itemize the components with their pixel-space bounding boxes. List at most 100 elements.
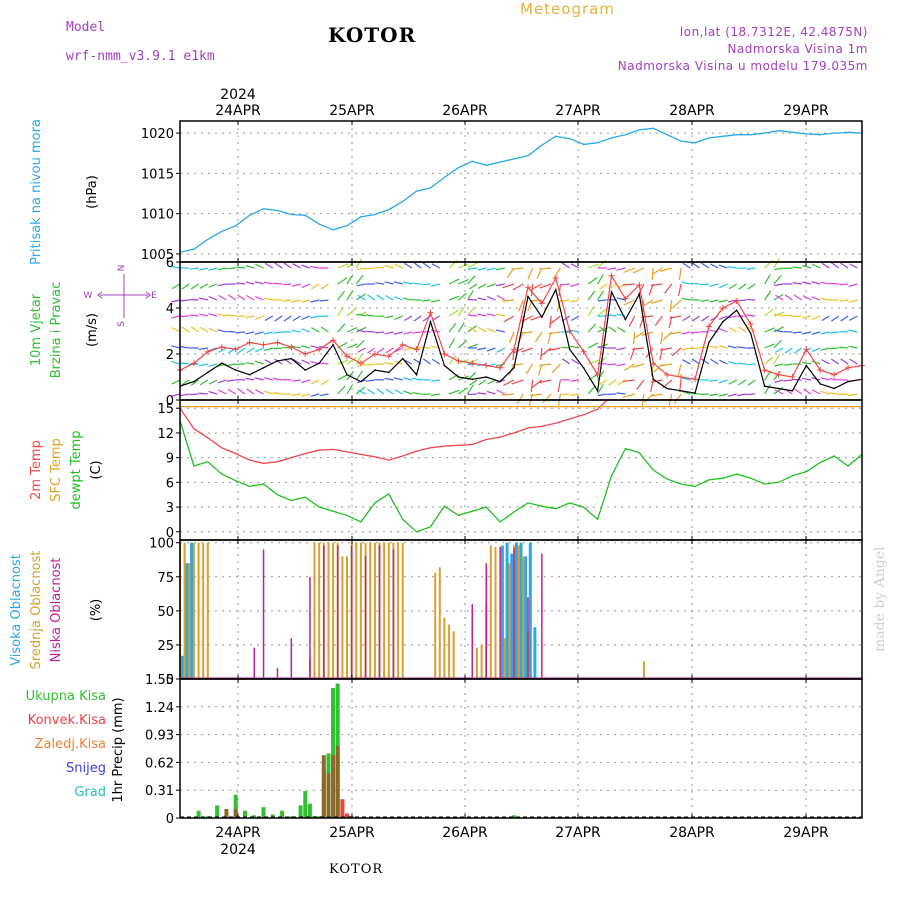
dewpt-temp-point	[471, 510, 473, 512]
srednja-oblacnost-bar	[480, 644, 483, 679]
wind-arrow	[226, 379, 236, 382]
wind-arrow	[346, 326, 358, 333]
wind-arrow	[773, 339, 782, 349]
wind-arrow	[282, 283, 292, 286]
wind-arrow	[773, 258, 780, 269]
wind-gust-marker	[580, 348, 587, 355]
y-tick-label: 6	[166, 476, 174, 491]
wind-arrow	[521, 347, 533, 353]
wind-arrow	[811, 315, 821, 321]
wind-mean-point	[457, 376, 460, 378]
pressure-point	[262, 208, 265, 210]
wind-arrows-layer	[170, 258, 858, 406]
top-axis-day: 28APR	[669, 103, 715, 119]
wind-arrow	[811, 389, 821, 395]
ukupna-kisa-bar	[317, 816, 322, 818]
wind-arrow	[549, 315, 552, 328]
wind-arrow	[802, 281, 812, 285]
pressure-point	[499, 161, 501, 163]
pressure-point	[360, 216, 362, 218]
wind-arrow	[829, 347, 839, 350]
wind-arrow	[477, 392, 487, 395]
y-tick-label: 12	[157, 427, 174, 442]
srednja-oblacnost-bar	[383, 542, 386, 679]
niska-oblacnost-bar	[471, 604, 473, 679]
wind-arrow	[682, 315, 691, 322]
wind-arrow	[495, 267, 505, 271]
pressure-point	[791, 131, 794, 133]
srednja-oblacnost-bar	[397, 542, 400, 679]
wind-gust-marker	[441, 351, 448, 357]
srednja-oblacnost-bar	[206, 542, 209, 679]
bottom-axis-day: 24APR	[215, 825, 261, 841]
wind-arrow	[677, 283, 682, 296]
wind-arrow	[709, 393, 719, 397]
wind-arrow	[784, 347, 793, 354]
wind-arrow	[718, 299, 728, 303]
pressure-point	[750, 134, 752, 136]
2m-temp-point	[318, 449, 320, 451]
pressure-point	[276, 209, 279, 212]
cloud-axis-label-1: Visoka Oblacnost	[9, 554, 24, 666]
wind-arrow	[254, 281, 264, 285]
top-axis-year: 2024	[220, 87, 256, 103]
wind-gust-line	[179, 274, 863, 380]
pressure-point	[583, 143, 585, 145]
2m-temp-point	[276, 461, 279, 463]
niska-oblacnost-bar	[262, 549, 265, 679]
dewpt-temp-point	[750, 477, 752, 479]
wind-arrow	[171, 345, 181, 349]
wind-arrow	[622, 283, 635, 286]
ukupna-kisa-bar	[196, 810, 201, 818]
wind-arrow	[467, 290, 474, 301]
wind-axis-label-1: 10m Vjetar	[29, 293, 44, 366]
wind-arrow	[310, 299, 320, 303]
dewpt-temp-point	[777, 481, 780, 483]
compass-south-label: S	[117, 321, 127, 327]
wind-gust-marker	[302, 351, 309, 357]
wind-arrow	[673, 393, 682, 405]
wind-mean-point	[652, 378, 655, 381]
wind-arrow	[502, 283, 515, 289]
pressure-point	[805, 133, 807, 135]
wind-arrow	[301, 264, 311, 269]
wind-arrow	[337, 306, 344, 317]
niska-oblacnost-bar	[378, 545, 381, 679]
zaledj-kisa-bar	[331, 755, 336, 818]
wind-arrow	[273, 331, 283, 334]
wind-arrow	[469, 326, 478, 333]
wind-arrow	[783, 267, 793, 270]
wind-arrow	[291, 345, 301, 349]
wind-arrow	[784, 294, 793, 301]
wind-arrow	[310, 315, 320, 319]
wind-arrow	[180, 346, 190, 349]
wind-arrow	[180, 393, 190, 397]
wind-arrow	[659, 363, 672, 367]
wind-arrow	[587, 385, 596, 395]
wind-arrow	[678, 267, 682, 280]
2m-temp-point	[248, 459, 251, 461]
wind-arrow	[246, 347, 255, 354]
bottom-axis-day: 28APR	[669, 825, 715, 841]
wind-arrow	[570, 345, 580, 349]
wind-arrow	[367, 347, 376, 354]
2m-temp-point	[332, 448, 334, 451]
wind-arrow	[310, 345, 320, 349]
wind-arrow	[681, 331, 691, 335]
dewpt-temp-point	[541, 505, 543, 507]
2m-temp-point	[583, 414, 585, 416]
wind-arrow	[291, 299, 301, 303]
niska-oblacnost-bar	[337, 545, 339, 679]
zaledj-kisa-bar	[233, 809, 238, 818]
wind-gust-marker	[538, 300, 545, 307]
wind-arrow	[208, 295, 218, 301]
srednja-oblacnost-bar	[452, 631, 455, 679]
pressure-axis-label: Pritisak na nivou mora	[29, 119, 44, 265]
wind-arrow	[773, 326, 784, 333]
wind-arrow	[719, 283, 728, 289]
wind-arrow	[403, 315, 413, 322]
wind-arrow	[170, 265, 181, 269]
wind-arrow	[301, 299, 311, 303]
wind-gust-marker	[664, 371, 671, 378]
